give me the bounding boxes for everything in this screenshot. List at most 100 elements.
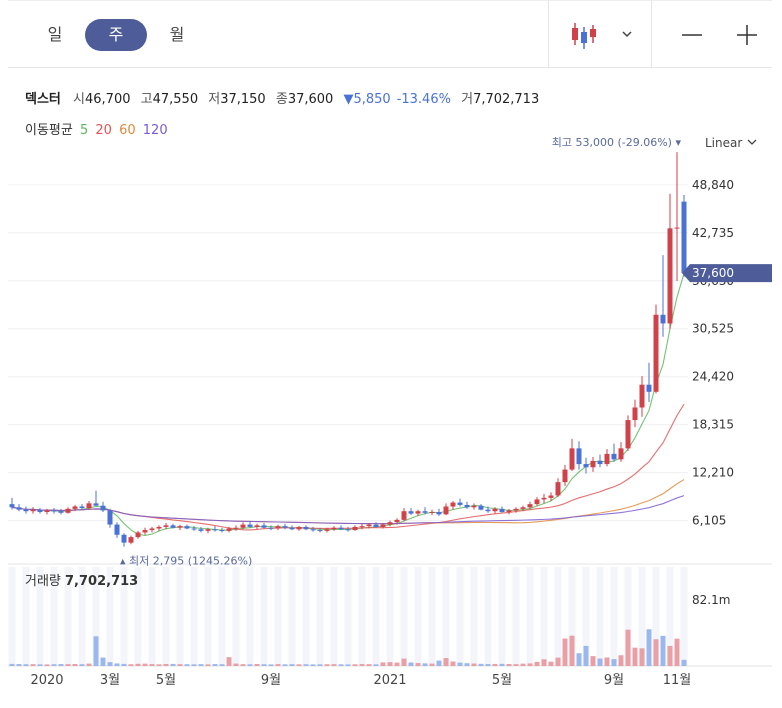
volume-stripe — [386, 567, 394, 666]
candle-body — [163, 525, 169, 527]
volume-stripe — [400, 567, 408, 666]
price-tick-label: 24,420 — [692, 370, 734, 384]
candle-body — [387, 522, 393, 525]
candle-body — [184, 526, 190, 529]
volume-bar — [597, 658, 603, 666]
candle-body — [443, 506, 449, 515]
volume-bar — [506, 663, 512, 666]
volume-bar — [65, 664, 71, 666]
candle-body — [289, 527, 295, 530]
candle-body — [338, 527, 344, 530]
volume-bar — [247, 664, 253, 666]
chevron-down-icon[interactable] — [620, 19, 634, 51]
volume-stripe — [22, 567, 30, 666]
candle-body — [44, 510, 50, 512]
candle-body — [436, 512, 442, 515]
candle-body — [513, 508, 519, 511]
scale-label: Linear — [705, 136, 743, 150]
moving-average-legend: 이동평균 5 20 60 120 — [25, 119, 168, 138]
volume-bar — [457, 662, 463, 666]
volume-stripe — [78, 567, 86, 666]
candle-body — [653, 314, 659, 392]
candle-body — [226, 528, 232, 531]
volume-bar — [149, 664, 155, 666]
candle-body — [198, 529, 204, 531]
volume-bar — [72, 663, 78, 666]
volume-bar — [415, 663, 421, 666]
candle-body — [604, 453, 610, 465]
volume-stripe — [204, 567, 212, 666]
volume-bar — [177, 664, 183, 666]
volume-stripe — [498, 567, 506, 666]
volume-bar — [450, 661, 456, 666]
volume-bar — [492, 663, 498, 666]
stock-summary: 덱스터 시46,700 고47,550 저37,150 종37,600 ▼5,8… — [25, 88, 545, 107]
volume-bar — [51, 664, 57, 666]
volume-bar — [527, 663, 533, 666]
volume-bar — [429, 663, 435, 666]
toolbar-divider — [651, 1, 652, 67]
candle-body — [191, 528, 197, 530]
volume-bar — [632, 647, 638, 666]
high-annotation: 최고 53,000 (-29.06%) ▾ — [552, 136, 682, 149]
candle-body — [261, 525, 267, 528]
volume-bar — [436, 660, 442, 666]
volume-stripe — [484, 567, 492, 666]
volume-stripe — [344, 567, 352, 666]
candle-body — [37, 509, 43, 512]
tab-weekly[interactable]: 주 — [85, 19, 147, 51]
volume-bar — [646, 629, 652, 666]
low-label: 저 — [208, 92, 221, 107]
volume-bar — [226, 657, 232, 666]
volume-stripe — [372, 567, 380, 666]
ma-5: 5 — [79, 123, 89, 138]
candle-body — [667, 228, 673, 324]
candle-body — [366, 524, 372, 527]
high-label: 고 — [140, 92, 153, 107]
volume-stripe — [428, 567, 436, 666]
candle-body — [296, 526, 302, 530]
candle-body — [597, 460, 603, 465]
plus-icon[interactable] — [735, 19, 759, 51]
tab-monthly[interactable]: 월 — [169, 25, 185, 44]
volume-title-value: 7,702,713 — [65, 574, 138, 589]
volume-stripe — [596, 567, 604, 666]
price-tick-label: 48,840 — [692, 178, 734, 192]
volume-bar — [170, 663, 176, 666]
candle-body — [611, 453, 617, 460]
scale-dropdown[interactable]: Linear — [705, 136, 758, 150]
volume-bar — [324, 664, 330, 666]
volume-bar — [37, 664, 43, 666]
volume-bar — [681, 659, 687, 666]
x-axis-label: 3월 — [100, 673, 120, 688]
volume-stripe — [8, 567, 16, 666]
volume-stripe — [680, 567, 688, 666]
candle-body — [380, 524, 386, 527]
volume-stripe — [246, 567, 254, 666]
candle-body — [576, 448, 582, 465]
ma-20: 20 — [95, 123, 112, 138]
volume-bar — [373, 664, 379, 666]
volume-bar — [352, 664, 358, 666]
stock-name: 덱스터 — [25, 92, 61, 107]
volume-stripe — [288, 567, 296, 666]
tab-daily[interactable]: 일 — [47, 25, 63, 44]
price-tick-label: 30,525 — [692, 322, 734, 336]
volume-stripe — [526, 567, 534, 666]
volume-bar — [275, 664, 281, 666]
candle-body — [282, 526, 288, 528]
candle-body — [401, 511, 407, 520]
volume-bar — [625, 629, 631, 666]
candle-body — [660, 314, 666, 324]
volume-bar — [184, 664, 190, 666]
period-toolbar: 일 주 월 — [8, 0, 772, 68]
volume-bar — [471, 663, 477, 666]
candle-body — [569, 448, 575, 470]
candlestick-icon[interactable] — [568, 19, 602, 51]
volume-stripe — [50, 567, 58, 666]
candle-body — [457, 502, 463, 505]
volume-bar — [611, 659, 617, 666]
candle-body — [177, 526, 183, 528]
minus-icon[interactable] — [680, 19, 704, 51]
